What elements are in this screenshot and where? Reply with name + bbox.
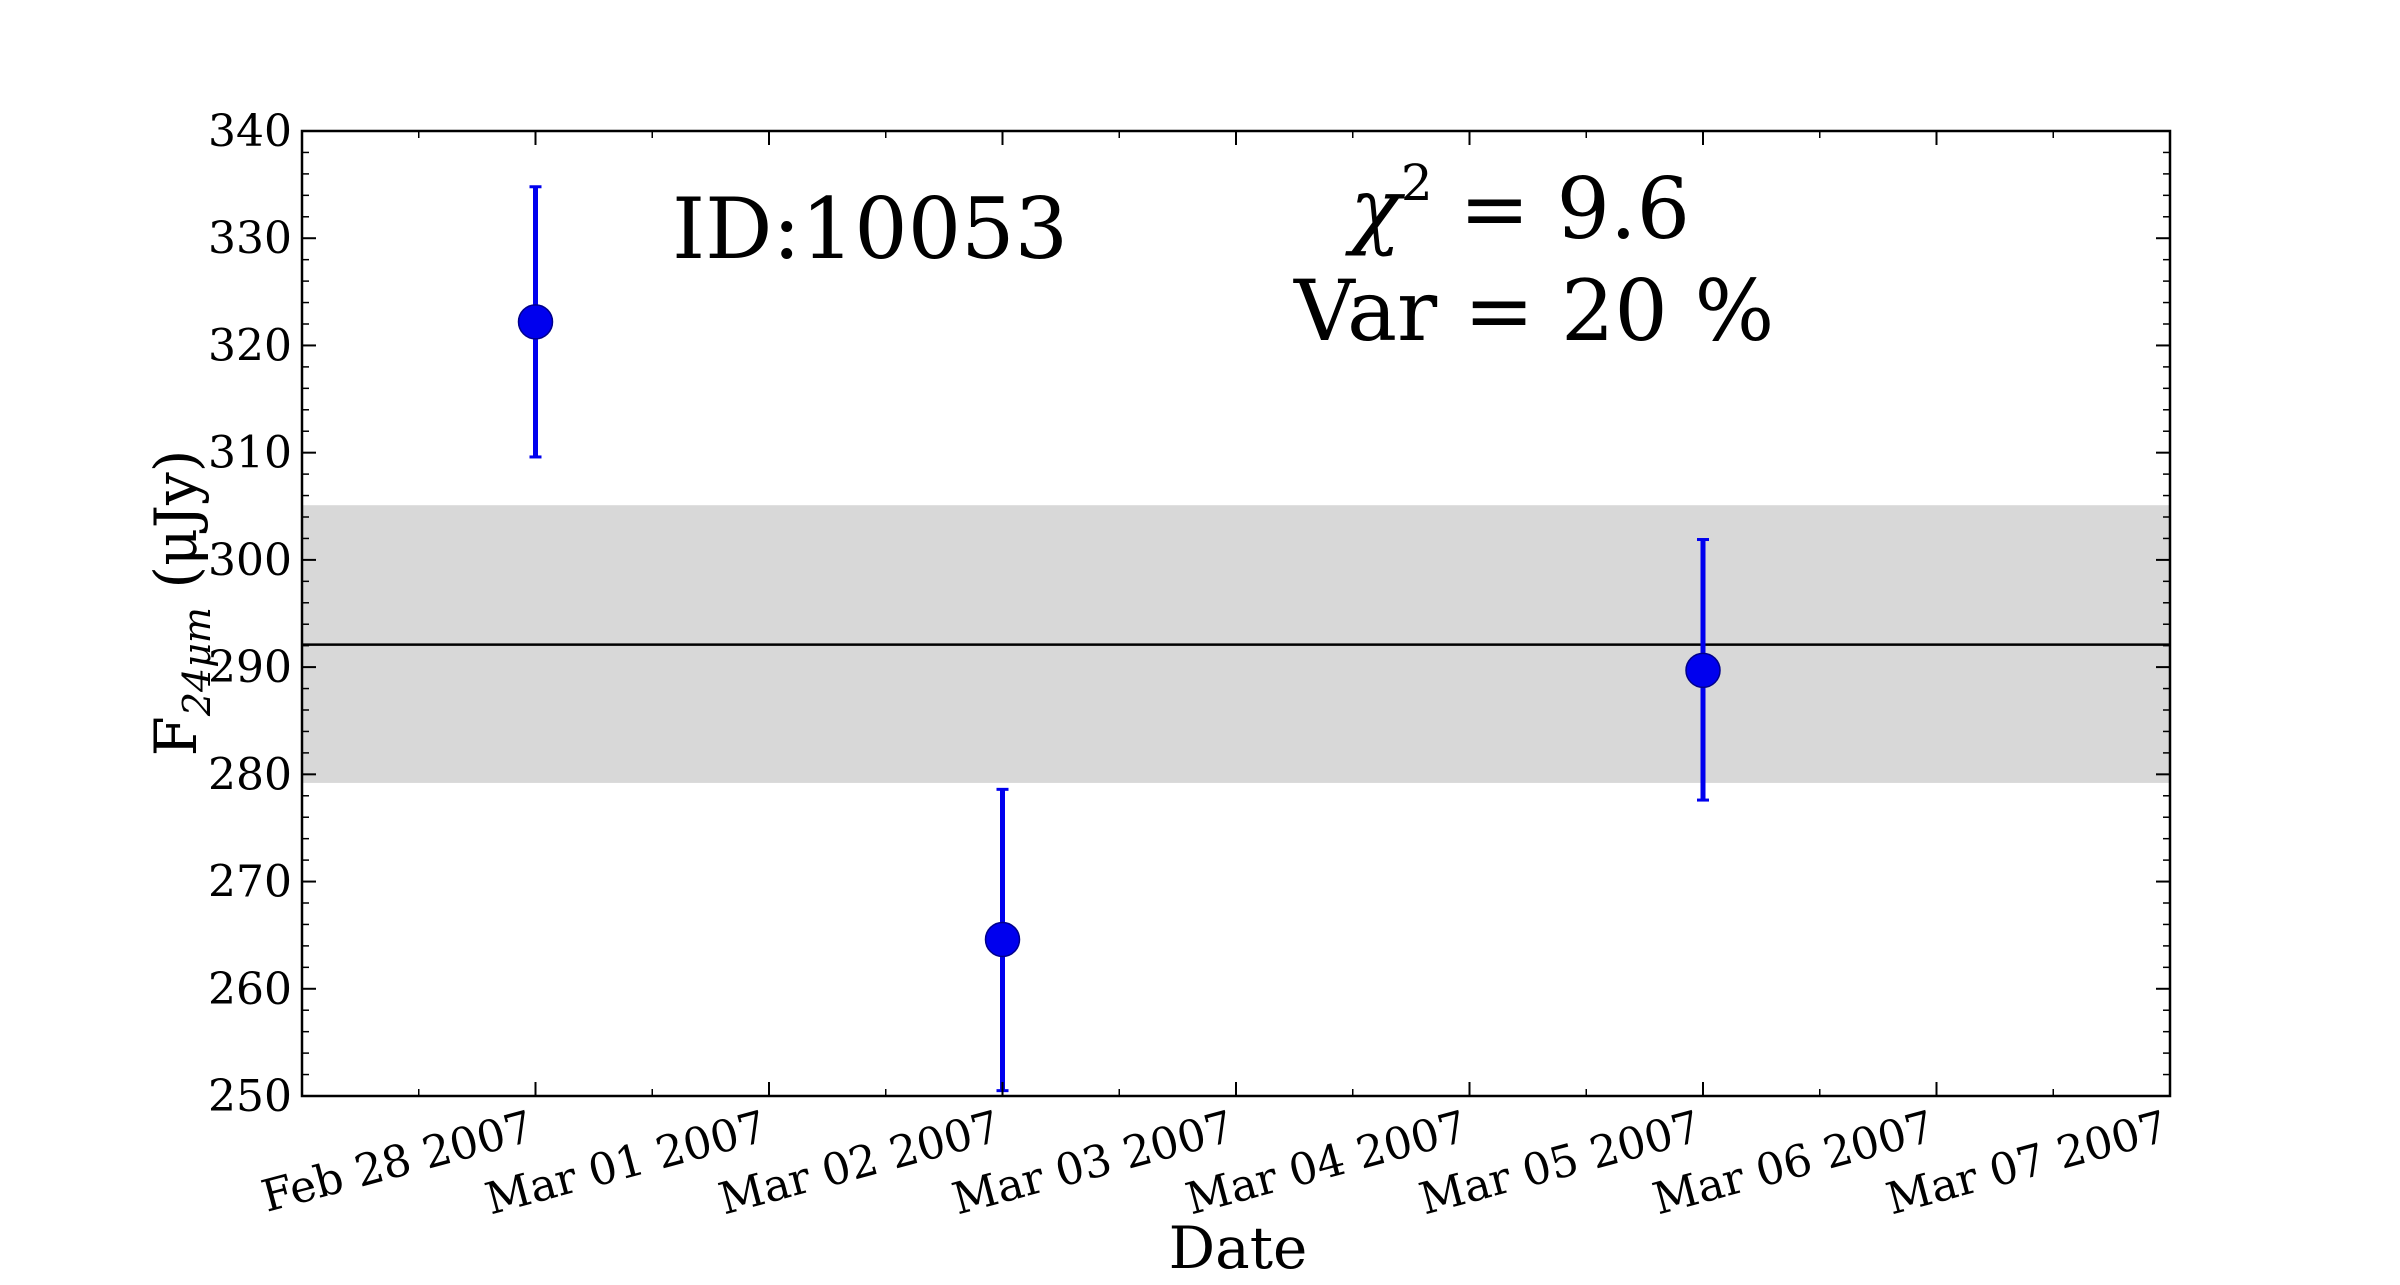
data-point-1 [517,185,554,459]
y-tick-label: 340 [208,106,292,157]
chi2-symbol: χ [1345,160,1406,258]
chi2-value: = 9.6 [1433,160,1690,258]
y-axis-title-main: F [142,716,210,756]
y-tick-label: 280 [208,749,292,800]
marker [1685,652,1721,689]
y-axis-title: F24μm (μJy) [142,450,219,757]
y-tick-label: 260 [208,964,292,1015]
data-point-3 [1685,538,1721,802]
y-tick-label: 310 [208,428,292,479]
var-annotation: Var = 20 % [1293,262,1774,360]
y-tick-label: 270 [208,857,292,908]
id-label: ID:10053 [672,180,1068,278]
y-tick-label: 250 [208,1071,292,1122]
y-tick-label: 290 [208,642,292,693]
marker [984,921,1021,958]
y-tick-label: 300 [208,535,292,586]
y-axis-title-unit: (μJy) [142,450,210,607]
marker [517,304,554,340]
x-axis-title: Date [1169,1214,1308,1282]
chi2-annotation: χ2 = 9.6 [1345,154,1690,258]
y-tick-label: 330 [208,213,292,264]
y-axis-title-subscript: 24μm [175,607,219,717]
chi2-superscript: 2 [1401,154,1433,212]
data-point-2 [984,787,1021,1093]
y-tick-label: 320 [208,320,292,371]
